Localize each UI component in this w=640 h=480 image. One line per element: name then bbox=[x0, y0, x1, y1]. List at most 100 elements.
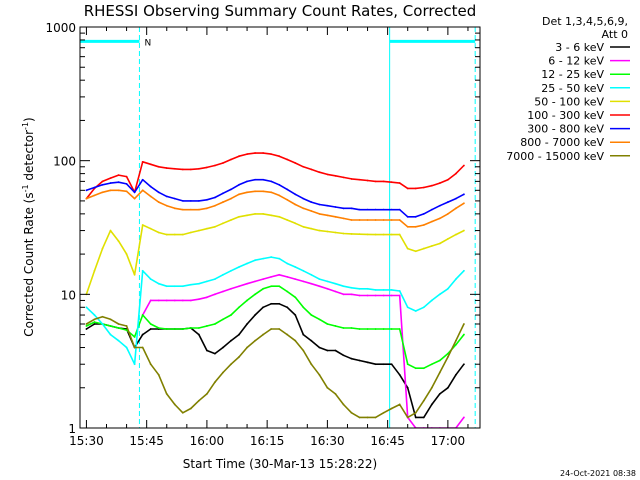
data-point bbox=[101, 315, 104, 318]
data-point bbox=[254, 190, 257, 193]
data-point bbox=[334, 206, 337, 208]
data-point bbox=[197, 229, 200, 232]
data-point bbox=[414, 225, 417, 228]
data-point bbox=[254, 178, 257, 181]
data-point bbox=[85, 197, 88, 200]
data-point bbox=[430, 363, 433, 366]
y-tick-label: 100 bbox=[53, 155, 76, 169]
data-point bbox=[294, 339, 297, 342]
data-point bbox=[125, 325, 128, 327]
data-point bbox=[230, 314, 232, 316]
data-point bbox=[181, 200, 184, 202]
data-point bbox=[446, 201, 449, 203]
data-point bbox=[230, 188, 232, 191]
data-point bbox=[302, 349, 305, 352]
data-point bbox=[278, 302, 281, 305]
data-point bbox=[141, 314, 144, 316]
data-point bbox=[326, 280, 329, 283]
data-point bbox=[206, 349, 208, 352]
data-point bbox=[286, 306, 289, 309]
data-point bbox=[446, 212, 449, 215]
data-point bbox=[430, 184, 433, 187]
data-point bbox=[455, 233, 457, 236]
data-point bbox=[326, 173, 329, 176]
data-point bbox=[230, 158, 232, 161]
data-point bbox=[254, 293, 257, 296]
data-point bbox=[430, 245, 433, 247]
legend-header: Att 0 bbox=[602, 28, 628, 41]
data-point bbox=[382, 233, 385, 236]
data-point bbox=[446, 237, 449, 240]
data-point bbox=[149, 227, 152, 230]
data-point bbox=[414, 310, 417, 312]
data-point bbox=[350, 207, 353, 210]
data-point bbox=[318, 278, 321, 281]
data-point bbox=[238, 193, 240, 196]
data-point bbox=[173, 299, 176, 302]
data-point bbox=[414, 416, 417, 419]
data-point bbox=[214, 293, 216, 296]
y-axis-label: Corrected Count Rate (s-1 detector-1) bbox=[21, 117, 36, 336]
data-point bbox=[366, 179, 369, 182]
data-point bbox=[414, 411, 417, 414]
data-point bbox=[214, 225, 216, 228]
data-point bbox=[214, 204, 216, 207]
data-point bbox=[374, 294, 377, 297]
data-point bbox=[197, 200, 200, 202]
data-point bbox=[262, 190, 265, 193]
data-point bbox=[455, 197, 457, 200]
data-point bbox=[173, 328, 176, 330]
data-point bbox=[246, 346, 248, 349]
data-point bbox=[374, 363, 377, 366]
data-point bbox=[406, 416, 409, 419]
data-point bbox=[189, 168, 192, 171]
x-tick-label: 16:45 bbox=[370, 434, 405, 448]
data-point bbox=[286, 262, 289, 265]
data-point bbox=[165, 299, 168, 302]
data-point bbox=[294, 193, 297, 196]
data-point bbox=[206, 325, 208, 327]
legend-entry-label: 25 - 50 keV bbox=[541, 82, 604, 95]
chart-title: RHESSI Observing Summary Count Rates, Co… bbox=[84, 2, 477, 20]
data-point bbox=[382, 180, 385, 183]
data-point bbox=[342, 354, 345, 357]
data-point bbox=[165, 233, 168, 236]
data-point bbox=[157, 327, 160, 329]
data-point bbox=[181, 299, 184, 302]
data-point bbox=[254, 212, 257, 215]
x-tick-label: 16:15 bbox=[250, 434, 285, 448]
data-point bbox=[302, 225, 305, 228]
data-point bbox=[197, 282, 200, 285]
data-point bbox=[278, 183, 281, 186]
data-point bbox=[109, 318, 112, 321]
data-point bbox=[173, 233, 176, 236]
data-point bbox=[93, 314, 96, 316]
data-point bbox=[109, 177, 112, 180]
data-point bbox=[286, 276, 289, 278]
data-point bbox=[398, 294, 401, 297]
data-point bbox=[422, 416, 425, 419]
data-point bbox=[334, 174, 337, 177]
data-point bbox=[165, 392, 168, 395]
data-point bbox=[270, 256, 273, 258]
data-point bbox=[133, 336, 136, 338]
data-point bbox=[189, 200, 192, 202]
data-point bbox=[262, 257, 265, 260]
data-point bbox=[133, 273, 136, 276]
data-point bbox=[286, 198, 289, 201]
data-point bbox=[398, 403, 401, 406]
data-point bbox=[173, 403, 176, 406]
data-point bbox=[189, 327, 192, 329]
data-point bbox=[414, 215, 417, 218]
data-point bbox=[366, 233, 369, 236]
data-point bbox=[294, 222, 297, 225]
data-point bbox=[133, 197, 136, 200]
data-point bbox=[93, 318, 96, 321]
data-point bbox=[270, 285, 273, 288]
data-point bbox=[222, 318, 224, 321]
data-point bbox=[189, 208, 192, 211]
data-point bbox=[246, 262, 248, 265]
series-line-6 bbox=[86, 178, 465, 218]
data-point bbox=[270, 302, 273, 305]
data-point bbox=[206, 280, 208, 283]
